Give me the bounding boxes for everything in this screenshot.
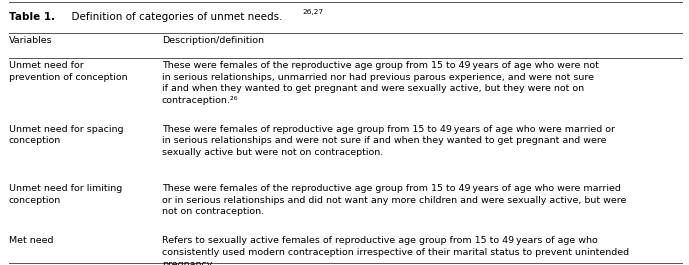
- Text: These were females of the reproductive age group from 15 to 49 years of age who : These were females of the reproductive a…: [162, 61, 599, 105]
- Text: Unmet need for
prevention of conception: Unmet need for prevention of conception: [9, 61, 127, 82]
- Text: Met need: Met need: [9, 236, 54, 245]
- Text: Unmet need for limiting
conception: Unmet need for limiting conception: [9, 184, 122, 205]
- Text: These were females of the reproductive age group from 15 to 49 years of age who : These were females of the reproductive a…: [162, 184, 626, 217]
- Text: Description/definition: Description/definition: [162, 36, 264, 45]
- Text: 26,27: 26,27: [302, 9, 323, 15]
- Text: Unmet need for spacing
conception: Unmet need for spacing conception: [9, 125, 123, 145]
- Text: Refers to sexually active females of reproductive age group from 15 to 49 years : Refers to sexually active females of rep…: [162, 236, 629, 265]
- Text: These were females of reproductive age group from 15 to 49 years of age who were: These were females of reproductive age g…: [162, 125, 615, 157]
- Text: Definition of categories of unmet needs.: Definition of categories of unmet needs.: [65, 12, 283, 22]
- Text: Variables: Variables: [9, 36, 52, 45]
- Text: Table 1.: Table 1.: [9, 12, 55, 22]
